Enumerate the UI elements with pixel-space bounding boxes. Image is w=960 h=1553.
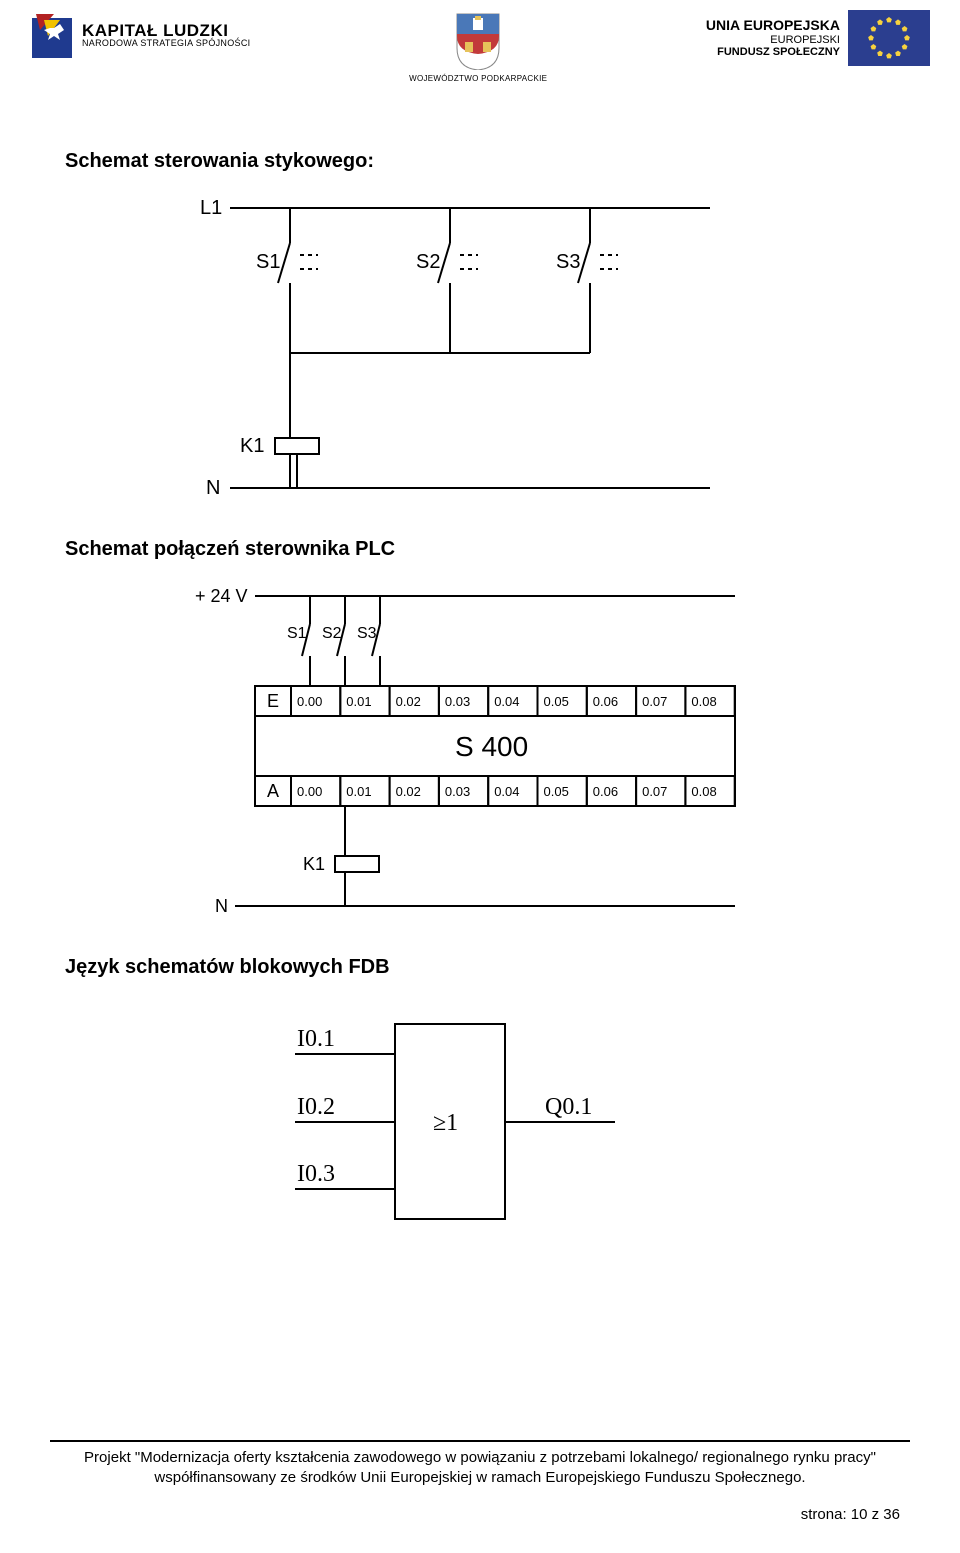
svg-text:0.04: 0.04 [494, 784, 519, 799]
svg-text:0.03: 0.03 [445, 784, 470, 799]
section-title-2: Schemat połączeń sterownika PLC [65, 538, 895, 561]
label-nb: N [215, 896, 228, 916]
label-24v: + 24 V [195, 586, 248, 606]
svg-text:0.06: 0.06 [593, 694, 618, 709]
label-device: S 400 [455, 731, 528, 762]
fbd-i1: I0.1 [297, 1026, 335, 1052]
label-s1: S1 [256, 251, 280, 273]
svg-text:0.00: 0.00 [297, 694, 322, 709]
fbd-out: Q0.1 [545, 1094, 592, 1120]
page-number: strona: 10 z 36 [50, 1506, 910, 1523]
svg-text:0.04: 0.04 [494, 694, 519, 709]
label-a: A [267, 781, 279, 801]
svg-text:0.05: 0.05 [544, 784, 569, 799]
svg-text:0.07: 0.07 [642, 694, 667, 709]
eu-sub2: FUNDUSZ SPOŁECZNY [706, 46, 840, 58]
svg-text:0.02: 0.02 [396, 784, 421, 799]
wojewodztwo-logo: WOJEWÓDZTWO PODKARPACKIE [409, 10, 547, 83]
label-k1b: K1 [303, 854, 325, 874]
eu-sub1: EUROPEJSKI [706, 34, 840, 46]
diagram-plc: + 24 V S1 S2 S3 E A S 400 K1 N 0.00 0.01 0… [135, 576, 775, 936]
footer-text: Projekt "Modernizacja oferty kształcenia… [50, 1448, 910, 1489]
svg-text:0.02: 0.02 [396, 694, 421, 709]
fbd-i2: I0.2 [297, 1094, 335, 1120]
page-content: Schemat sterowania stykowego: [0, 100, 960, 1244]
eu-flag-icon [848, 10, 930, 66]
diagram-fbd: I0.1 I0.2 I0.3 ≥1 Q0.1 [235, 994, 675, 1244]
label-sw2: S2 [322, 625, 342, 642]
svg-text:0.06: 0.06 [593, 784, 618, 799]
eu-title: UNIA EUROPEJSKA [706, 18, 840, 33]
label-l1: L1 [200, 197, 222, 219]
label-n: N [206, 477, 220, 499]
svg-text:0.08: 0.08 [691, 784, 716, 799]
svg-text:0.01: 0.01 [346, 784, 371, 799]
section-title-3: Język schematów blokowych FDB [65, 956, 895, 979]
shield-icon [451, 10, 505, 70]
svg-text:0.08: 0.08 [691, 694, 716, 709]
kapital-ludzki-logo: KAPITAŁ LUDZKI NARODOWA STRATEGIA SPÓJNO… [30, 10, 250, 60]
footer-divider [50, 1440, 910, 1442]
page-footer: Projekt "Modernizacja oferty kształcenia… [0, 1440, 960, 1524]
page-header: KAPITAŁ LUDZKI NARODOWA STRATEGIA SPÓJNO… [0, 0, 960, 100]
label-e: E [267, 691, 279, 711]
svg-text:0.03: 0.03 [445, 694, 470, 709]
falling-star-icon [30, 10, 74, 60]
wojewodztwo-label: WOJEWÓDZTWO PODKARPACKIE [409, 74, 547, 83]
diagram-contactor: L1 S1 S2 S3 K1 N [170, 188, 730, 518]
eu-logo: UNIA EUROPEJSKA EUROPEJSKI FUNDUSZ SPOŁE… [706, 10, 930, 66]
label-k1: K1 [240, 435, 264, 457]
kapital-title: KAPITAŁ LUDZKI [82, 22, 250, 39]
label-s2: S2 [416, 251, 440, 273]
label-sw1: S1 [287, 625, 307, 642]
kapital-sub: NARODOWA STRATEGIA SPÓJNOŚCI [82, 39, 250, 48]
svg-text:0.07: 0.07 [642, 784, 667, 799]
svg-text:0.00: 0.00 [297, 784, 322, 799]
label-sw3: S3 [357, 625, 377, 642]
fbd-i3: I0.3 [297, 1161, 335, 1187]
svg-text:0.01: 0.01 [346, 694, 371, 709]
fbd-op: ≥1 [433, 1110, 458, 1136]
label-s3: S3 [556, 251, 580, 273]
section-title-1: Schemat sterowania stykowego: [65, 150, 895, 173]
svg-text:0.05: 0.05 [544, 694, 569, 709]
